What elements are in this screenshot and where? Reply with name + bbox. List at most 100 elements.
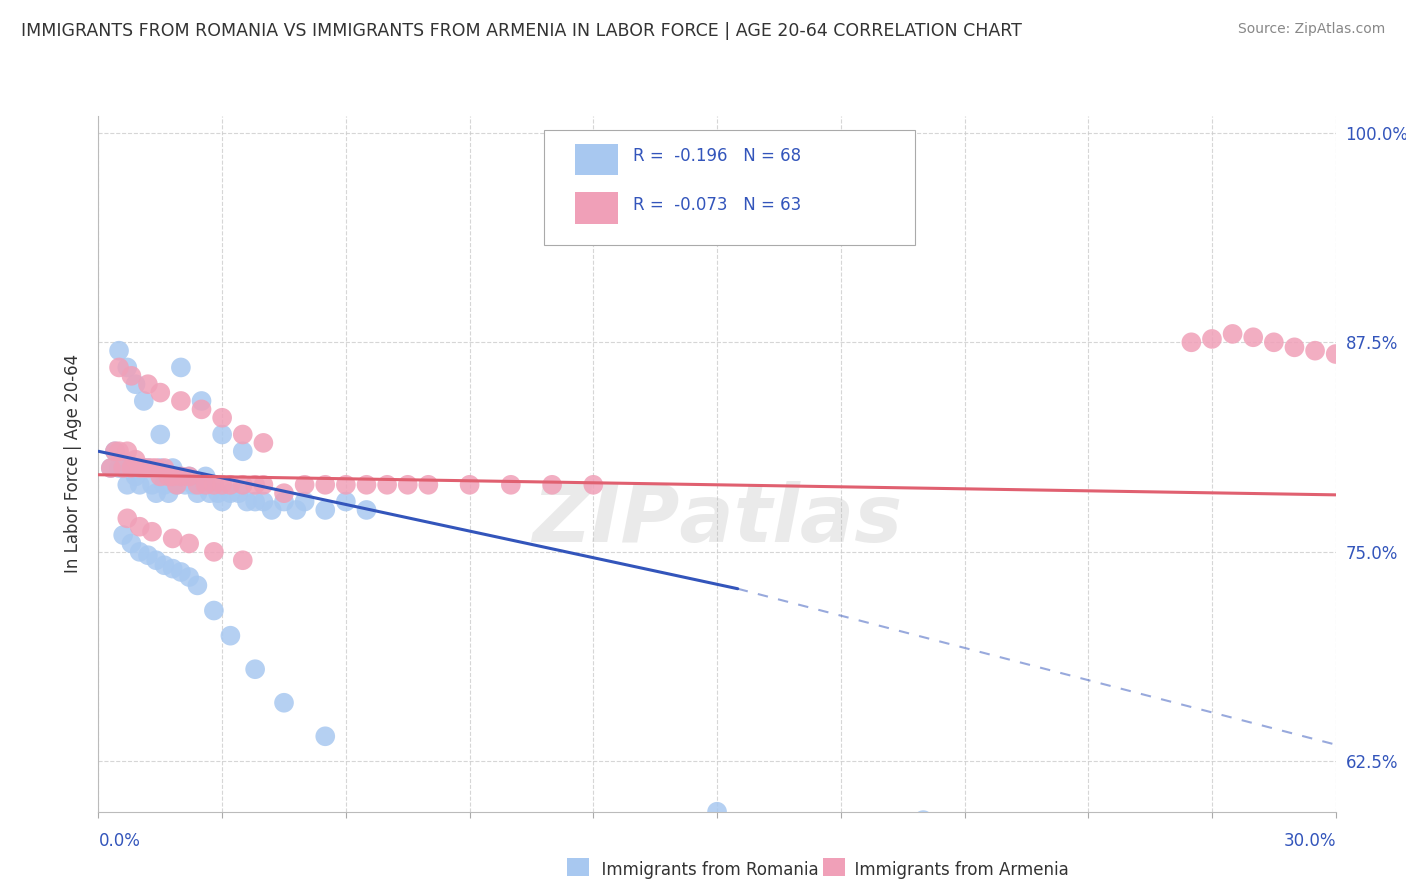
Point [458, 477, 481, 491]
Point [211, 477, 233, 491]
Point [117, 511, 139, 525]
Point [132, 461, 155, 475]
FancyBboxPatch shape [575, 193, 619, 224]
Point [186, 578, 208, 592]
Point [136, 461, 159, 475]
Point [181, 477, 204, 491]
Point [582, 477, 605, 491]
Point [219, 629, 242, 643]
Point [541, 477, 564, 491]
Text: Immigrants from Romania: Immigrants from Romania [591, 861, 818, 879]
Point [166, 477, 188, 491]
Point [314, 477, 336, 491]
Point [120, 461, 142, 475]
Point [260, 503, 283, 517]
Point [294, 494, 316, 508]
Point [335, 494, 357, 508]
Point [418, 477, 440, 491]
Point [170, 469, 193, 483]
Point [186, 477, 208, 491]
Point [104, 444, 127, 458]
Point [136, 377, 159, 392]
Text: 30.0%: 30.0% [1284, 832, 1336, 850]
Point [232, 477, 254, 491]
Text: Immigrants from Armenia: Immigrants from Armenia [844, 861, 1069, 879]
FancyBboxPatch shape [544, 130, 915, 244]
Point [1263, 335, 1285, 350]
Point [194, 469, 217, 483]
Point [112, 461, 135, 475]
Point [128, 519, 150, 533]
Point [128, 477, 150, 491]
Point [108, 461, 131, 475]
Point [190, 402, 212, 417]
Point [243, 662, 266, 676]
Point [243, 477, 266, 491]
Point [211, 427, 233, 442]
Point [166, 477, 188, 491]
Point [273, 494, 295, 508]
Point [112, 528, 135, 542]
Point [179, 570, 201, 584]
Point [124, 469, 146, 483]
Point [232, 444, 254, 458]
Point [1222, 326, 1244, 341]
Point [132, 394, 155, 409]
Point [149, 427, 172, 442]
Point [170, 469, 193, 483]
Point [1324, 347, 1347, 361]
Point [273, 696, 295, 710]
Point [162, 561, 184, 575]
Point [128, 545, 150, 559]
Point [145, 553, 167, 567]
Point [179, 469, 201, 483]
Point [149, 385, 172, 400]
Point [228, 486, 250, 500]
Point [149, 461, 172, 475]
Point [912, 813, 935, 827]
Point [232, 427, 254, 442]
Point [356, 477, 378, 491]
Point [252, 494, 274, 508]
Point [190, 477, 212, 491]
Point [117, 477, 139, 491]
Point [252, 477, 274, 491]
Point [314, 503, 336, 517]
Point [124, 452, 146, 467]
Point [396, 477, 419, 491]
Point [145, 461, 167, 475]
Point [174, 477, 197, 491]
Point [211, 494, 233, 508]
Point [108, 360, 131, 375]
Point [170, 565, 193, 579]
Y-axis label: In Labor Force | Age 20-64: In Labor Force | Age 20-64 [65, 354, 83, 574]
Point [179, 536, 201, 550]
Point [179, 469, 201, 483]
Point [285, 503, 308, 517]
Point [117, 360, 139, 375]
Point [170, 394, 193, 409]
Text: Source: ZipAtlas.com: Source: ZipAtlas.com [1237, 22, 1385, 37]
Point [128, 461, 150, 475]
Point [219, 477, 242, 491]
Point [190, 394, 212, 409]
Point [100, 461, 122, 475]
Point [117, 444, 139, 458]
Point [314, 729, 336, 743]
Point [236, 494, 259, 508]
Point [294, 477, 316, 491]
Point [157, 486, 180, 500]
Text: IMMIGRANTS FROM ROMANIA VS IMMIGRANTS FROM ARMENIA IN LABOR FORCE | AGE 20-64 CO: IMMIGRANTS FROM ROMANIA VS IMMIGRANTS FR… [21, 22, 1022, 40]
Point [499, 477, 522, 491]
Point [335, 477, 357, 491]
Point [198, 486, 221, 500]
Point [124, 377, 146, 392]
Text: R =  -0.196   N = 68: R = -0.196 N = 68 [633, 147, 801, 165]
Point [120, 368, 142, 383]
Point [141, 461, 163, 475]
Point [149, 469, 172, 483]
Point [252, 436, 274, 450]
Point [120, 461, 142, 475]
Point [207, 486, 229, 500]
Point [243, 494, 266, 508]
